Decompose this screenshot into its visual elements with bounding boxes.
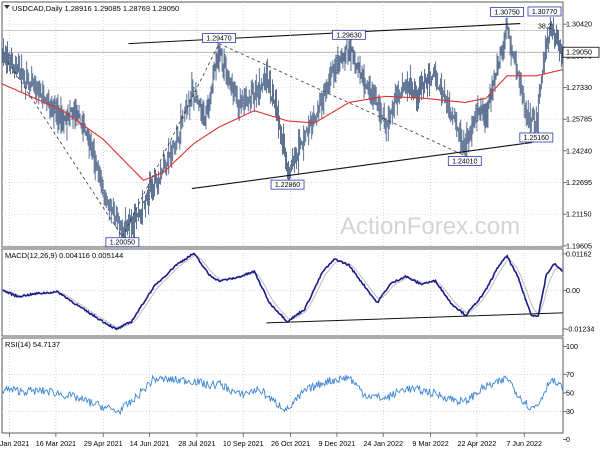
date-tick-label: 10 Sep 2021 (223, 439, 264, 448)
swing-label-box (202, 33, 236, 44)
swing-label-box (270, 179, 305, 190)
macd-signal-line (2, 255, 563, 329)
date-tick-label: 29 Jan 2021 (0, 439, 29, 448)
price-header: USDCAD,Daily 1.28916 1.29085 1.28769 1.2… (12, 4, 179, 13)
swing-label-box (490, 6, 525, 17)
macd-header: MACD(12,26,9) 0.004116 0.005144 (5, 251, 123, 260)
swing-label-box (332, 29, 366, 40)
rsi-panel: RSI(14) 54.7137 100 70 50 30 0 (1, 337, 578, 444)
rsi-tick-label: 30 (566, 407, 574, 416)
fib-level-label: 38.2 (538, 23, 552, 30)
price-tick-label: 1.22695 (566, 178, 592, 187)
swing-label: 1.29630 (336, 32, 361, 39)
date-tick-label: 9 Dec 2021 (319, 439, 356, 448)
date-axis: 29 Jan 2021 16 Mar 2021 29 Apr 2021 14 Jun … (0, 2, 542, 448)
date-tick-label: 28 Jul 2021 (178, 439, 215, 448)
date-tick-label: 22 Apr 2022 (458, 439, 497, 448)
swing-label: 1.20050 (110, 240, 135, 247)
current-price-box (562, 46, 600, 58)
price-tick-label: 1.21150 (566, 210, 591, 219)
swing-label-box (519, 132, 554, 143)
rsi-header: RSI(14) 54.7137 (5, 340, 60, 349)
swing-label: 1.30750 (494, 9, 519, 16)
rsi-tick-label: 0 (566, 435, 570, 444)
current-price-label: 1.29050 (566, 48, 592, 57)
rsi-line (2, 374, 563, 416)
swing-label: 1.30770 (532, 9, 557, 16)
date-tick-label: 26 Oct 2021 (271, 439, 310, 448)
date-tick-label: 16 Mar 2021 (36, 439, 76, 448)
swing-label-box (447, 156, 482, 166)
macd-panel: MACD(12,26,9) 0.004116 0.005144 0.01162 0… (1, 248, 594, 337)
swing-label-box (527, 6, 562, 17)
moving-average-line (2, 69, 563, 182)
date-tick-label: 14 Jun 2021 (130, 439, 170, 448)
swing-label: 1.22860 (275, 182, 300, 189)
price-tick-label: 1.19605 (566, 241, 592, 250)
dashed-trendline (7, 61, 123, 237)
watermark: ActionForex.com (340, 213, 520, 240)
rsi-tick-label: 50 (566, 388, 574, 397)
price-tick-label: 1.25785 (566, 115, 592, 124)
swing-label: 1.24010 (452, 159, 477, 166)
trendline (191, 141, 533, 190)
price-tick-label: 1.30420 (566, 20, 592, 29)
macd-line (2, 252, 563, 331)
macd-tick-label: -0.01234 (566, 324, 594, 333)
rsi-tick-label: 100 (566, 342, 578, 351)
date-tick-label: 7 Jun 2022 (506, 439, 542, 448)
macd-tick-label: 0.01162 (566, 249, 591, 258)
macd-tick-label: 0.00 (566, 286, 580, 295)
header-triangle-icon (4, 5, 10, 9)
swing-label: 1.29470 (206, 36, 231, 43)
macd-trendline (266, 312, 563, 324)
rsi-tick-label: 70 (566, 370, 574, 379)
swing-label: 1.25160 (524, 135, 549, 142)
date-tick-label: 24 Jan 2022 (363, 439, 403, 448)
trendline (128, 22, 521, 45)
price-tick-label: 1.27330 (566, 83, 592, 92)
date-tick-label: 29 Apr 2021 (84, 439, 123, 448)
price-panel: USDCAD,Daily 1.28916 1.29085 1.28769 1.2… (1, 1, 600, 250)
swing-label-box (105, 237, 140, 248)
price-tick-label: 1.24240 (566, 146, 592, 155)
date-tick-label: 9 Mar 2022 (412, 439, 448, 448)
